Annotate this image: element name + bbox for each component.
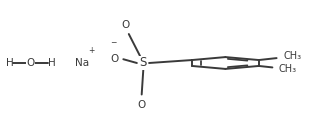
Text: O: O (110, 54, 118, 64)
Text: Na: Na (75, 58, 89, 68)
Text: O: O (121, 20, 130, 30)
Text: −: − (110, 38, 117, 47)
Text: +: + (89, 46, 95, 55)
Text: O: O (137, 100, 146, 110)
Text: H: H (48, 58, 55, 68)
Text: S: S (140, 56, 147, 70)
Text: CH₃: CH₃ (283, 51, 301, 61)
Text: O: O (26, 58, 35, 68)
Text: H: H (6, 58, 14, 68)
Text: CH₃: CH₃ (278, 64, 296, 74)
